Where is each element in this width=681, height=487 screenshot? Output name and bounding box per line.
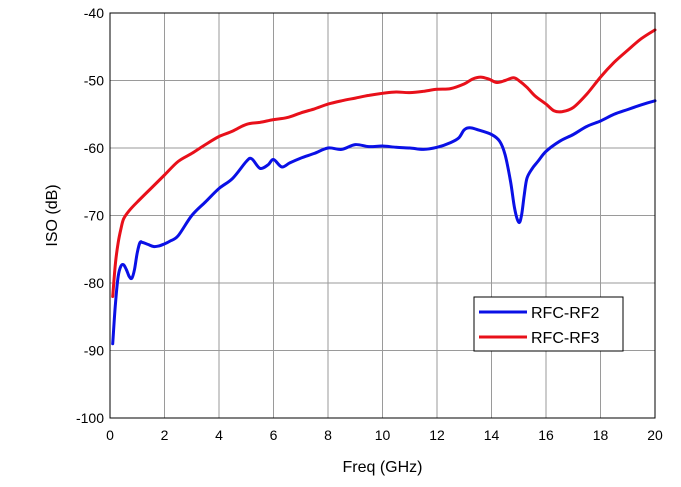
x-tick-label: 2 [161,427,169,443]
series-lines [111,28,657,346]
x-tick-label: 20 [647,427,663,443]
plot-frame [109,12,656,419]
y-tick-label: -40 [84,5,104,21]
y-tick-labels: -100 -90 -80 -70 -60 -50 -40 [76,5,104,426]
legend: RFC-RF2 RFC-RF3 [473,296,624,352]
x-tick-label: 14 [484,427,500,443]
y-tick-label: -100 [76,410,104,426]
x-tick-label: 12 [429,427,445,443]
legend-box [473,296,624,352]
x-tick-label: 8 [324,427,332,443]
x-tick-label: 18 [593,427,609,443]
legend-label-rfc-rf2: RFC-RF2 [531,305,600,322]
y-tick-label: -80 [84,275,104,291]
legend-label-rfc-rf3: RFC-RF3 [531,330,600,347]
x-tick-label: 4 [215,427,223,443]
x-tick-label: 10 [375,427,391,443]
y-tick-label: -50 [84,73,104,89]
y-tick-label: -60 [84,140,104,156]
x-tick-label: 6 [270,427,278,443]
series-line-rfc-rf2 [111,99,657,346]
x-tick-label: 16 [538,427,554,443]
x-tick-label: 0 [106,427,114,443]
y-tick-label: -70 [84,208,104,224]
series-line-rfc-rf3 [111,28,657,298]
y-axis-label: ISO (dB) [44,184,61,246]
y-tick-label: -90 [84,343,104,359]
x-axis-label: Freq (GHz) [343,459,423,476]
x-tick-labels: 0 2 4 6 8 10 12 14 16 18 20 [106,427,663,443]
